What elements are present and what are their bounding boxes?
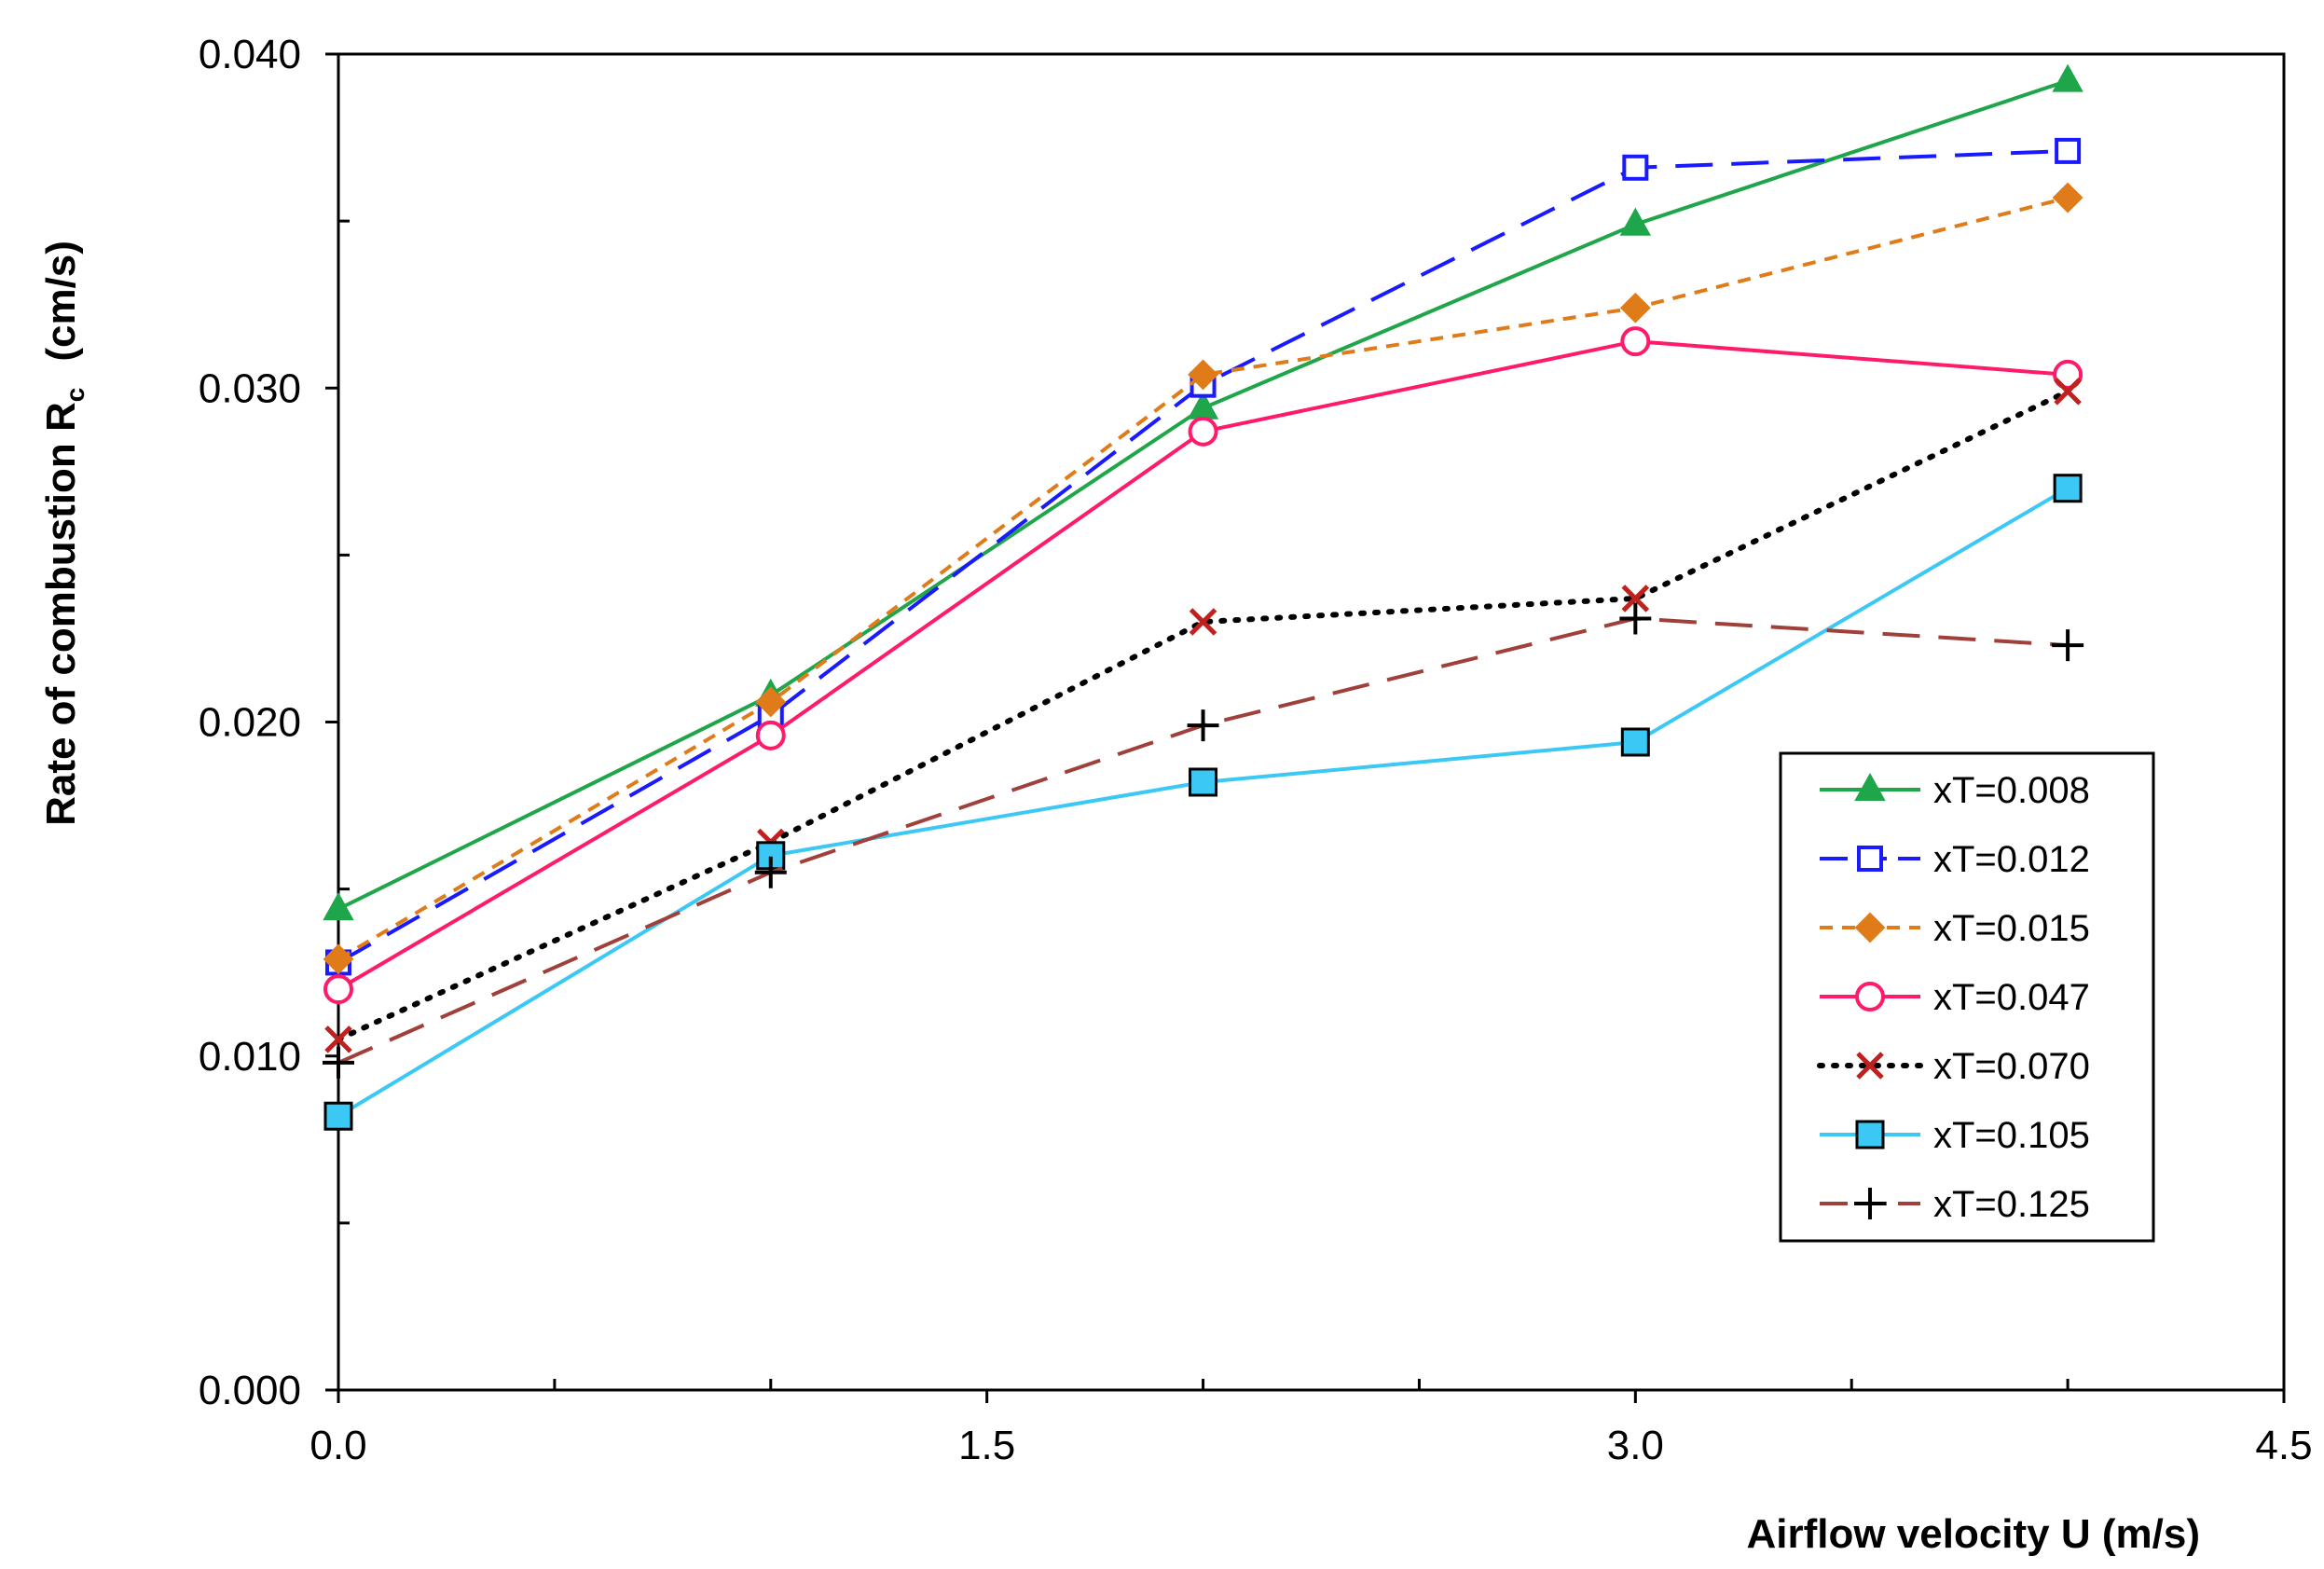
data-point <box>323 943 354 975</box>
data-point <box>1620 727 1650 757</box>
x-tick-label: 4.5 <box>2255 1423 2312 1468</box>
legend-item: xT=0.047 <box>1820 977 2090 1018</box>
legend-item: xT=0.070 <box>1817 1046 2090 1087</box>
data-point <box>754 856 787 888</box>
legend-marker <box>1854 772 1886 801</box>
y-tick-label: 0.000 <box>199 1368 301 1413</box>
y-axis-title: Rate of combustion Rc (cm/s) <box>38 241 89 826</box>
data-point <box>1189 767 1218 797</box>
legend-label: xT=0.015 <box>1933 908 2090 949</box>
data-point <box>1620 326 1651 357</box>
legend-label: xT=0.047 <box>1933 977 2090 1018</box>
series-line <box>336 388 2071 1042</box>
y-tick-label: 0.010 <box>199 1034 301 1080</box>
data-point <box>1621 585 1650 612</box>
data-point <box>1619 292 1651 323</box>
data-point <box>323 1101 353 1131</box>
series-xT=0.015 <box>323 182 2083 975</box>
data-point <box>1189 608 1217 636</box>
y-axis-title-unit: (cm/s) <box>38 241 84 362</box>
y-tick-label: 0.020 <box>199 700 301 746</box>
legend: xT=0.008 xT=0.012 xT=0.015 xT=0.047 xT=0.070… <box>1779 751 2155 1243</box>
data-point <box>1622 154 1649 181</box>
legend-item: xT=0.125 <box>1820 1184 2090 1225</box>
legend-item: xT=0.008 <box>1820 770 2090 811</box>
data-point <box>2053 359 2083 390</box>
legend-label: xT=0.105 <box>1933 1115 2090 1156</box>
data-point <box>323 1046 354 1079</box>
data-point <box>755 686 787 718</box>
data-point <box>755 720 786 750</box>
legend-item: xT=0.105 <box>1820 1115 2090 1156</box>
y-tick-label: 0.040 <box>199 32 301 77</box>
data-point <box>323 892 354 921</box>
data-point <box>1619 602 1652 635</box>
data-point <box>2054 378 2082 406</box>
x-axis-title: Airflow velocity U (m/s) <box>1746 1511 2200 1557</box>
data-point <box>2052 63 2083 92</box>
x-tick-label: 0.0 <box>309 1423 366 1468</box>
legend-label: xT=0.008 <box>1933 770 2090 811</box>
series-xT=0.105 <box>323 474 2083 1131</box>
data-point <box>1188 416 1218 447</box>
series-xT=0.125 <box>323 602 2084 1079</box>
legend-item: xT=0.012 <box>1820 839 2090 880</box>
y-axis-title-subscript: c <box>61 388 89 403</box>
data-point <box>2052 629 2084 662</box>
legend-marker <box>1854 1188 1886 1219</box>
data-point <box>324 1025 352 1053</box>
legend-marker <box>1855 982 1885 1012</box>
legend-label: xT=0.070 <box>1933 1046 2090 1087</box>
y-axis: 0.000 0.010 0.020 0.030 0.040 <box>199 32 350 1413</box>
data-point <box>1187 709 1219 742</box>
data-point <box>323 974 353 1005</box>
legend-marker <box>1856 1052 1884 1080</box>
data-point <box>1188 359 1218 391</box>
legend-label: xT=0.012 <box>1933 839 2090 880</box>
x-axis: 0.0 1.5 3.0 4.5 <box>309 1379 2313 1468</box>
legend-marker <box>1855 1120 1885 1149</box>
legend-items: xT=0.008 xT=0.012 xT=0.015 xT=0.047 xT=0.070… <box>1817 770 2090 1225</box>
x-tick-label: 3.0 <box>1607 1423 1664 1468</box>
legend-item: xT=0.015 <box>1820 908 2090 949</box>
data-point <box>1619 207 1652 236</box>
legend-label: xT=0.125 <box>1933 1184 2090 1225</box>
y-tick-label: 0.030 <box>199 365 301 411</box>
y-axis-title-main: Rate of combustion R <box>38 402 84 826</box>
data-point <box>2052 182 2083 213</box>
legend-marker <box>1854 912 1886 943</box>
series-xT=0.047 <box>323 326 2083 1005</box>
data-point <box>2053 474 2083 503</box>
legend-marker <box>1857 846 1883 872</box>
data-point <box>2055 137 2082 164</box>
x-tick-label: 1.5 <box>958 1423 1015 1468</box>
series-layer <box>323 63 2084 1131</box>
